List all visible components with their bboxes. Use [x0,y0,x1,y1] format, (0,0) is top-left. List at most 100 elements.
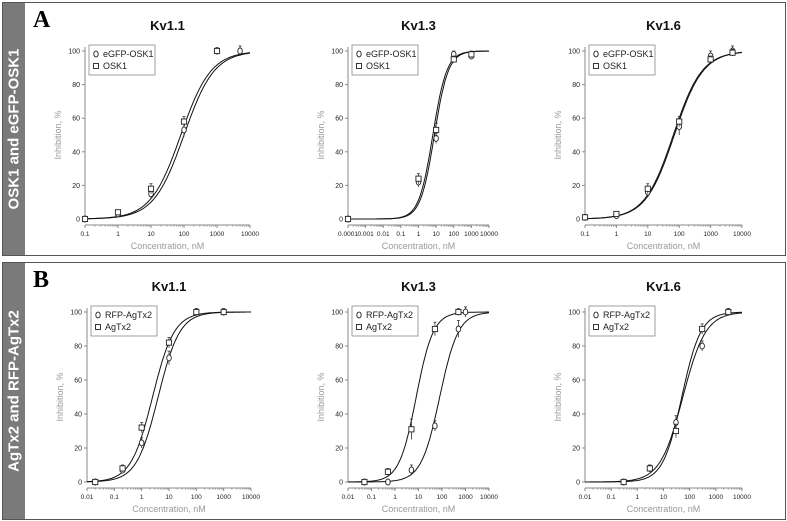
data-point-square [676,118,683,125]
chart-title: Kv1.6 [646,279,681,294]
legend-label: RFP-AgTx2 [366,310,413,320]
x-tick-label: 1 [417,231,421,238]
data-point-square [138,424,145,431]
y-tick-label: 40 [335,412,343,419]
panel-a-letter: A [33,7,51,33]
x-axis-label: Concentration, nM [132,504,206,514]
x-tick-label: 1 [393,494,397,501]
data-point-square [193,308,200,316]
x-axis-label: Concentration, nM [627,504,701,514]
x-tick-label: 100 [684,494,695,501]
data-point-circle [408,466,415,474]
y-tick-label: 20 [335,183,343,190]
panel-b-side-bar: AgTx2 and RFP-AgTx2 [3,263,25,519]
data-point-square [180,118,188,125]
x-axis-label: Concentration, nM [131,241,205,251]
y-tick-label: 0 [576,217,580,224]
x-tick-label: 100 [448,231,459,238]
x-tick-label: 1000 [458,494,473,501]
y-tick-label: 100 [568,310,580,317]
x-tick-label: 10000 [480,231,498,238]
data-point-square [147,185,155,192]
legend-label: OSK1 [603,61,627,71]
data-point-square [581,214,589,221]
data-point-circle [699,342,705,350]
x-tick-label: 100 [674,231,685,238]
data-point-square [672,427,680,435]
y-tick-label: 100 [68,49,80,56]
legend-marker-circle [593,50,599,58]
legend-marker-square [95,324,101,330]
y-tick-label: 100 [568,49,580,56]
legend-marker-circle [95,311,101,319]
legend-marker-square [593,324,599,330]
y-tick-label: 0 [78,480,82,487]
x-tick-label: 1 [636,494,640,501]
x-tick-label: 10000 [733,494,751,501]
y-tick-label: 100 [331,49,343,56]
x-tick-label: 1 [615,231,619,238]
x-tick-label: 0.001 [357,231,374,238]
legend-box [588,305,656,337]
y-axis-label: Inhibition, % [316,372,326,421]
fit-curve-square [348,50,489,220]
y-tick-label: 60 [72,116,80,123]
data-point-square [707,56,714,63]
x-tick-label: 0.1 [396,231,405,238]
legend-marker-square [356,324,362,330]
chart-0-0: Kv1.1 0 20 40 60 80 100 0.1 1 10 100 1000 10000 Conce… [53,18,259,251]
data-point-square [220,308,227,316]
x-tick-label: 10 [147,231,155,238]
chart-1-1: Kv1.3 0 20 40 60 80 100 0.01 0.1 1 10 100 1000 10000 C… [316,279,498,514]
x-tick-label: 0.1 [580,231,589,238]
data-point-square [119,465,126,472]
legend-marker-square [356,63,362,69]
legend-marker-circle [356,311,362,319]
x-tick-label: 0.1 [607,494,616,501]
x-axis-label: Concentration, nM [382,504,456,514]
fit-curve-square [585,311,742,483]
chart-title: Kv1.3 [401,279,436,294]
x-tick-label: 0.01 [377,231,390,238]
x-tick-label: 0.01 [579,494,592,501]
x-tick-label: 10 [415,494,423,501]
chart-title: Kv1.6 [646,18,681,33]
legend-label: AgTx2 [366,322,392,332]
data-point-circle [385,478,391,486]
y-tick-label: 80 [572,82,580,89]
y-tick-label: 0 [576,480,580,487]
y-tick-label: 40 [335,149,343,156]
x-tick-label: 0.1 [367,494,376,501]
y-tick-label: 20 [335,446,343,453]
data-point-square [646,465,653,472]
x-tick-label: 10000 [241,231,259,238]
y-tick-label: 40 [74,412,82,419]
y-axis-label: Inhibition, % [316,110,326,159]
data-point-square [92,478,99,486]
y-tick-label: 20 [72,183,80,190]
y-tick-label: 60 [335,378,343,385]
y-tick-label: 80 [572,344,580,351]
data-point-circle [138,439,145,447]
fit-curve-square [85,52,251,220]
legend-marker-square [93,63,99,69]
y-axis-label: Inhibition, % [53,110,63,159]
data-point-circle [181,126,187,134]
y-tick-label: 80 [335,344,343,351]
data-point-square [415,175,422,182]
data-point-square [455,308,462,316]
data-point-square [433,126,440,134]
data-point-square [620,478,627,486]
legend-label: eGFP-OSK1 [103,49,154,59]
x-tick-label: 10000 [733,231,751,238]
data-point-circle [237,47,243,55]
x-tick-label: 1000 [210,231,225,238]
legend-marker-circle [593,311,599,319]
x-axis-label: Concentration, nM [627,241,701,251]
data-point-square [613,210,620,218]
chart-1-0: Kv1.1 0 20 40 60 80 100 0.01 0.1 1 10 100 1000 10000 C… [55,279,260,514]
y-tick-label: 100 [331,310,343,317]
legend-marker-square [593,63,599,69]
x-tick-label: 100 [191,494,202,501]
